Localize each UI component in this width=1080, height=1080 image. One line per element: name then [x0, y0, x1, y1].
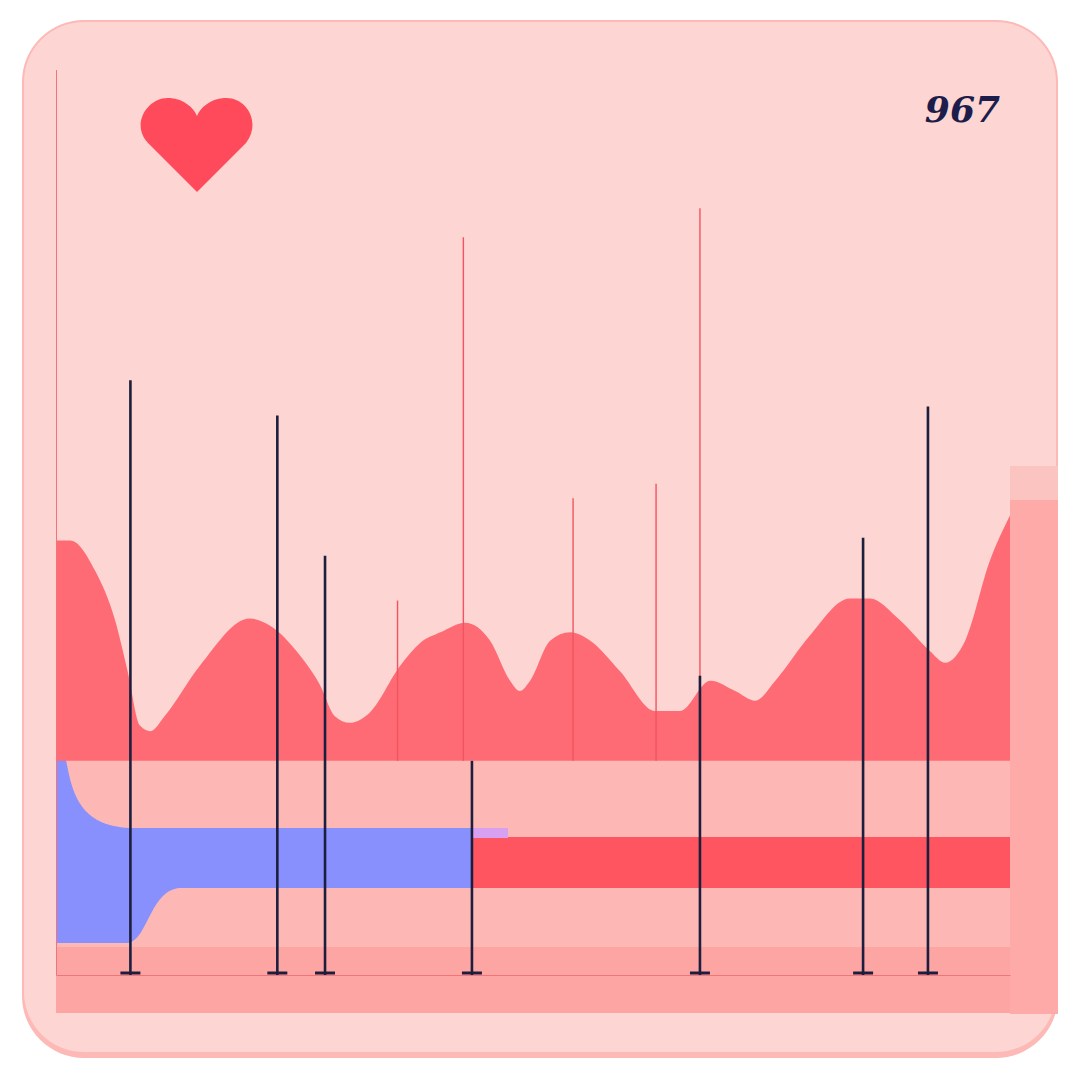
- stem: [853, 538, 873, 975]
- x-axis: [57, 975, 1011, 976]
- blue-band: [56, 760, 472, 943]
- stem-cap: [120, 972, 140, 975]
- stem: [120, 380, 140, 975]
- band-joint: [472, 828, 508, 838]
- axis-line: [57, 975, 1011, 976]
- stem-cap: [690, 972, 710, 975]
- stem-line: [276, 415, 279, 975]
- spike-line: [655, 484, 656, 761]
- right-strip: [1010, 466, 1058, 1014]
- annotation: 967: [925, 88, 1000, 130]
- stem-line: [324, 556, 327, 975]
- stem-cap: [462, 972, 482, 975]
- stem-line: [927, 406, 930, 975]
- spike: [397, 601, 398, 761]
- stem-cap: [315, 972, 335, 975]
- stem-line: [471, 761, 474, 975]
- bottom-band: [56, 947, 1010, 1013]
- stem-cap: [918, 972, 938, 975]
- canvas: 967: [0, 0, 1080, 1080]
- card: [24, 22, 1056, 1052]
- spike: [463, 237, 464, 761]
- axis-line: [56, 71, 57, 976]
- stem-line: [862, 538, 865, 975]
- stem: [267, 415, 287, 975]
- area: [56, 516, 1010, 761]
- stem: [690, 676, 710, 975]
- stem: [918, 406, 938, 975]
- plot-area: [56, 70, 1010, 975]
- red-band: [472, 837, 1010, 888]
- y-axis: [56, 71, 57, 976]
- lower-panel: [56, 760, 1010, 947]
- spike: [573, 498, 574, 761]
- spike-line: [572, 498, 573, 761]
- right-strip-light: [1010, 466, 1058, 500]
- spike-line: [397, 601, 398, 761]
- spike: [656, 484, 657, 761]
- stem-cap: [267, 972, 287, 975]
- card-shadow: [22, 20, 1058, 1058]
- stem: [315, 556, 335, 975]
- stem-line: [699, 676, 702, 975]
- stem-cap: [853, 972, 873, 975]
- spike-line: [463, 237, 464, 761]
- heart-icon: [141, 98, 253, 192]
- stem: [462, 761, 482, 975]
- stem-line: [129, 380, 132, 975]
